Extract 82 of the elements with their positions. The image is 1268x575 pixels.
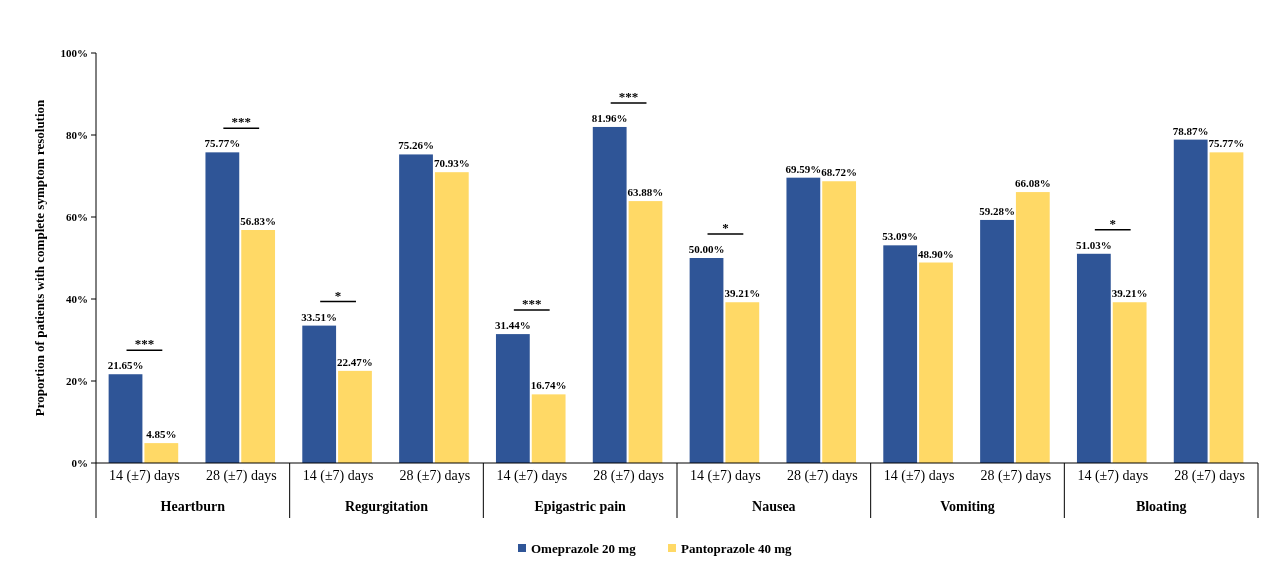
bar (144, 443, 179, 463)
bar (1173, 139, 1208, 463)
annotation: * (722, 220, 729, 235)
x-tick-label: 28 (±7) days (399, 468, 471, 484)
y-tick-label: 20% (66, 374, 88, 387)
data-label: 21.65% (107, 359, 144, 372)
y-tick-label: 80% (66, 128, 88, 141)
x-tick-label: 14 (±7) days (109, 468, 180, 484)
y-tick-label: 0% (71, 456, 88, 469)
bar (980, 219, 1014, 463)
annotation: * (1109, 215, 1116, 231)
legend-label: Pantoprazole 40 mg (681, 540, 792, 556)
legend-label: Omeprazole 20 mg (531, 540, 637, 556)
x-tick-label: 28 (±7) days (786, 468, 858, 484)
bar (1076, 253, 1111, 463)
data-label: 75.77% (204, 137, 241, 150)
data-label: 78.87% (1172, 124, 1209, 137)
bar (592, 126, 627, 463)
annotation: *** (618, 88, 639, 104)
text: Nausea (752, 499, 796, 514)
data-label: 31.44% (494, 319, 531, 332)
bar (786, 177, 821, 463)
bar (241, 230, 276, 463)
bar (822, 181, 857, 463)
bar (108, 374, 143, 463)
annotation: * (334, 287, 342, 303)
data-label: 33.51% (301, 310, 338, 323)
data-label: 75.26% (398, 139, 434, 152)
bar (434, 172, 469, 463)
text: Heartburn (160, 499, 226, 514)
bar (1209, 152, 1244, 463)
data-label: 51.03% (1075, 238, 1112, 251)
x-tick-label: 14 (±7) days (690, 468, 761, 484)
x-tick-label: 14 (±7) days (1077, 468, 1149, 484)
text: Regurgitation (344, 499, 429, 514)
text: Epigastric pain (534, 499, 627, 514)
data-label: 4.85% (146, 428, 177, 441)
text: Vomiting (940, 499, 995, 514)
bar (495, 334, 530, 463)
bar (302, 325, 337, 463)
bar (205, 152, 240, 463)
bar (399, 154, 433, 463)
annotation: *** (522, 296, 542, 312)
bar (338, 370, 372, 463)
y-tick-label: 60% (66, 210, 88, 223)
data-label: 53.09% (882, 230, 919, 243)
data-label: 68.72% (821, 166, 858, 179)
data-label: 56.83% (240, 215, 277, 227)
x-tick-label: 14 (±7) days (302, 468, 374, 484)
data-label: 70.93% (433, 157, 470, 170)
data-label: 81.96% (591, 111, 628, 124)
x-tick-label: 28 (±7) days (980, 468, 1052, 484)
x-tick-label: 28 (±7) days (205, 468, 277, 484)
data-label: 59.28% (979, 204, 1015, 217)
y-axis-title: Proportion of patients with complete symptom resolution (32, 98, 47, 417)
y-tick-label: 100% (60, 46, 88, 59)
annotation: *** (231, 114, 251, 130)
data-label: 48.90% (918, 247, 954, 260)
x-tick-label: 28 (±7) days (1174, 468, 1245, 484)
x-tick-label: 14 (±7) days (883, 468, 955, 484)
bar (689, 258, 724, 463)
bar (725, 302, 760, 463)
text: Bloating (1135, 499, 1187, 514)
data-label: 66.08% (1014, 177, 1051, 190)
data-label: 50.00% (688, 243, 725, 255)
annotation: *** (134, 336, 155, 352)
x-tick-label: 28 (±7) days (593, 468, 664, 484)
bar (628, 201, 663, 463)
data-label: 16.74% (530, 379, 567, 392)
bar (1112, 302, 1147, 463)
bar (919, 262, 953, 463)
bar (883, 245, 918, 463)
data-label: 75.77% (1208, 137, 1245, 150)
bar (531, 394, 566, 463)
x-tick-label: 14 (±7) days (496, 468, 568, 484)
data-label: 63.88% (627, 186, 664, 199)
data-label: 39.21% (724, 287, 761, 300)
data-label: 22.47% (337, 355, 373, 368)
data-label: 39.21% (1111, 287, 1148, 300)
y-tick-label: 40% (66, 292, 88, 305)
data-label: 69.59% (785, 162, 822, 175)
bar (1015, 192, 1050, 463)
